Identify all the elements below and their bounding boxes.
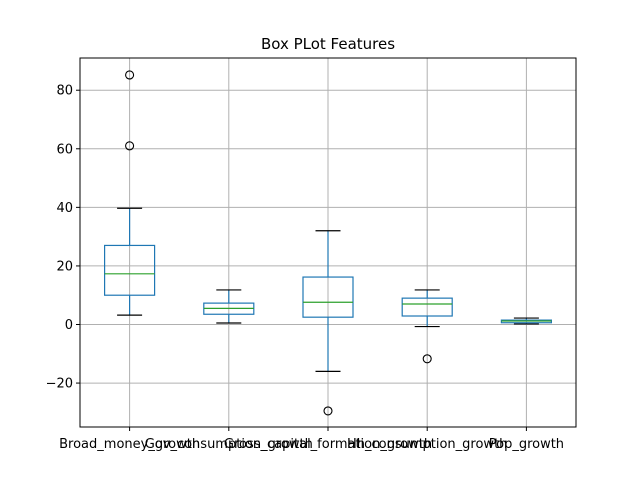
box-pop-growth: [500, 317, 552, 325]
box-broad-money-growth: [103, 70, 156, 316]
outlier-point: [323, 406, 333, 416]
box-gov-consumption-growth: [203, 289, 255, 324]
box-iqr: [401, 297, 453, 317]
y-tick-label: 0: [65, 318, 73, 333]
y-tick-label: 20: [56, 259, 73, 274]
y-tick-label: 80: [56, 84, 73, 99]
y-tick-label: −20: [46, 377, 73, 392]
y-axis: −20 0 20 40 60 80: [46, 84, 80, 392]
box-gross-capital-formation-growth: [302, 230, 354, 416]
x-tick-label: Broad_money_growth: [59, 437, 200, 452]
y-tick-label: 40: [56, 201, 73, 216]
box-iqr: [302, 276, 354, 318]
outlier-point: [422, 354, 432, 364]
outlier-point: [125, 70, 135, 80]
box-hh-consumption-growth: [401, 289, 453, 364]
outlier-point: [125, 141, 135, 151]
x-tick-label: Gross_capital_formation_growth: [224, 437, 432, 452]
chart-title: Box PLot Features: [261, 35, 395, 53]
x-tick-label: Hh_consumption_growth: [347, 437, 507, 452]
x-tick-label: Gov_consumption_growth: [145, 437, 313, 452]
y-tick-label: 60: [56, 142, 73, 157]
box-iqr: [103, 244, 156, 296]
box-series: [103, 70, 552, 416]
x-axis: Broad_money_growthGov_consumption_growth…: [59, 427, 564, 452]
x-tick-label: Pop_growth: [489, 437, 564, 452]
